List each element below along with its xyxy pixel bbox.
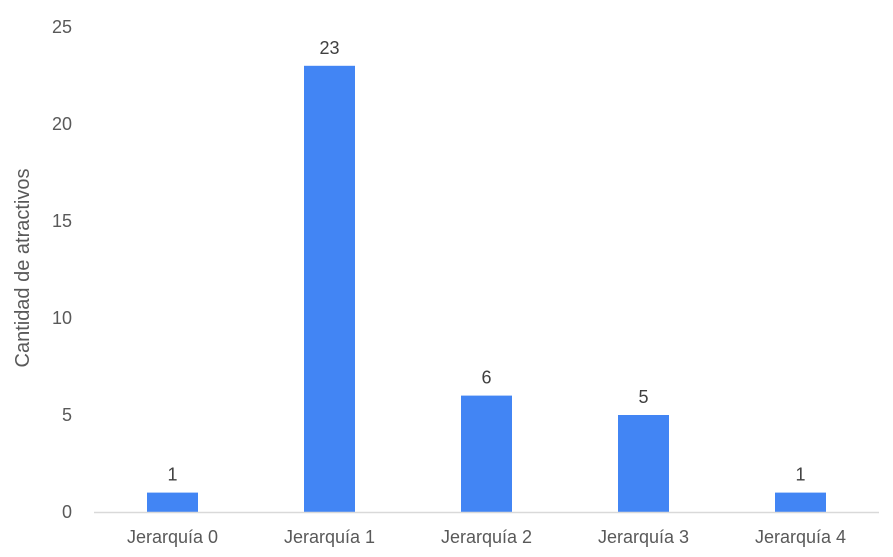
bars xyxy=(147,65,826,513)
y-tick-label: 20 xyxy=(52,114,72,134)
bar xyxy=(147,492,198,512)
y-tick-label: 15 xyxy=(52,211,72,231)
bar-data-label: 6 xyxy=(481,368,491,388)
bar-data-label: 23 xyxy=(319,38,339,58)
bar xyxy=(304,65,355,513)
bar-data-label: 1 xyxy=(167,465,177,485)
x-tick-label: Jerarquía 3 xyxy=(598,527,689,547)
x-tick-label: Jerarquía 2 xyxy=(441,527,532,547)
x-tick-label: Jerarquía 0 xyxy=(127,527,218,547)
x-tick-label: Jerarquía 1 xyxy=(284,527,375,547)
bar xyxy=(775,492,826,512)
bar xyxy=(461,395,512,512)
y-axis-title: Cantidad de atractivos xyxy=(12,168,34,367)
x-tick-label: Jerarquía 4 xyxy=(755,527,846,547)
bar xyxy=(618,415,669,512)
y-tick-labels: 0 5 10 15 20 25 xyxy=(52,17,72,522)
bar-data-label: 1 xyxy=(795,465,805,485)
x-tick-labels: Jerarquía 0 Jerarquía 1 Jerarquía 2 Jerarqu… xyxy=(127,527,846,547)
y-tick-label: 0 xyxy=(62,502,72,522)
y-tick-label: 5 xyxy=(62,405,72,425)
bar-data-label: 5 xyxy=(638,387,648,407)
y-tick-label: 10 xyxy=(52,308,72,328)
data-labels: 1 23 6 5 1 xyxy=(167,38,805,485)
y-tick-label: 25 xyxy=(52,17,72,37)
